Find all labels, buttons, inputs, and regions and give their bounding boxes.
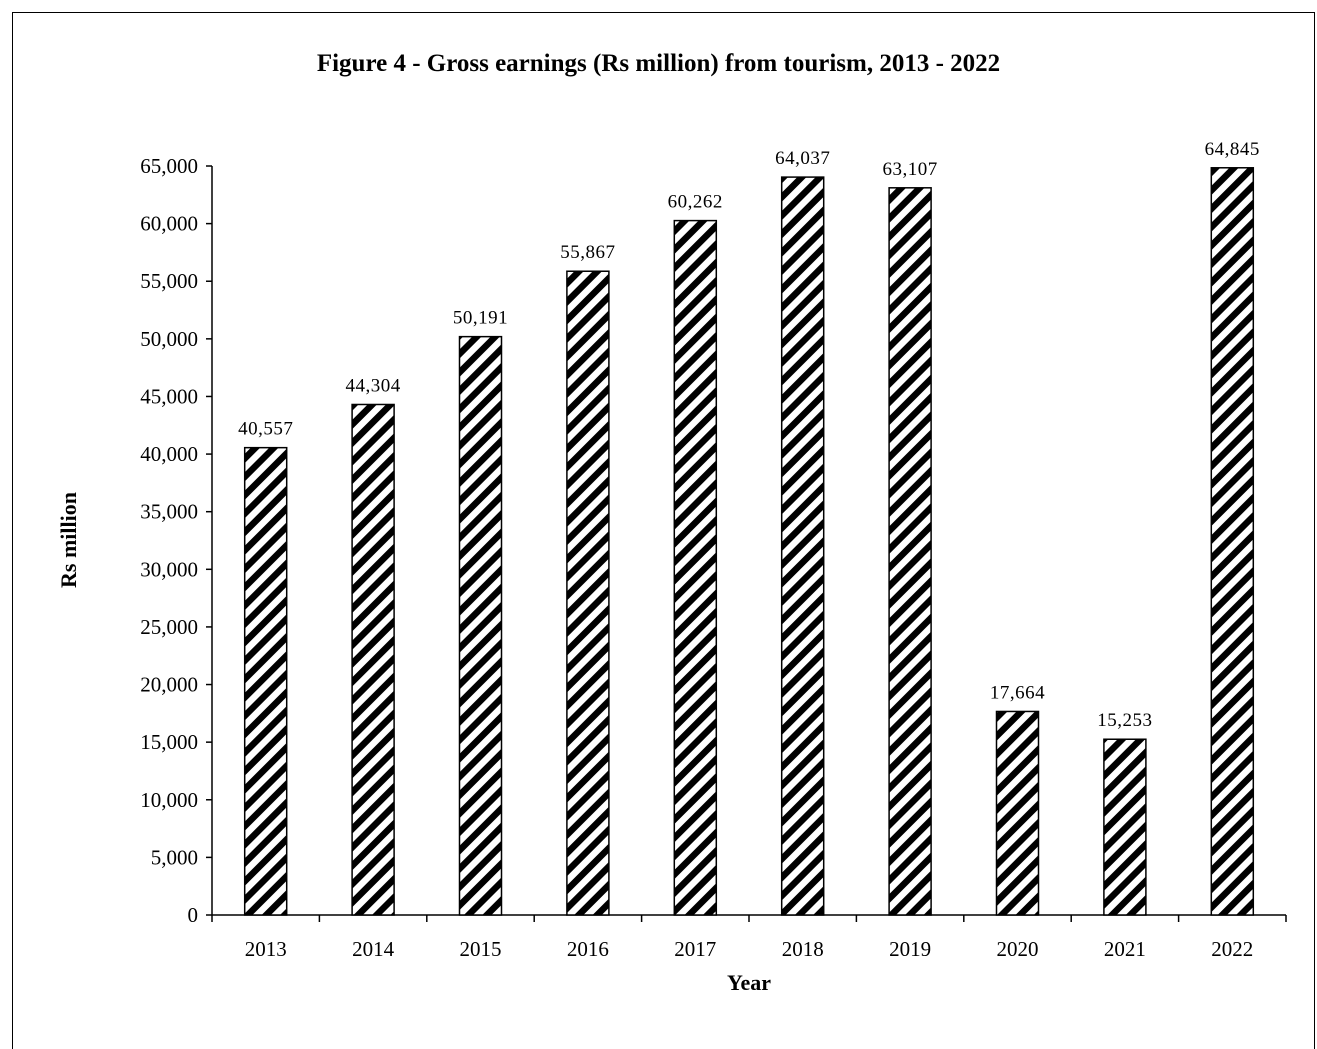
data-label-2013: 40,557 <box>238 419 293 440</box>
bar-2013 <box>243 446 288 916</box>
x-tick-label: 2019 <box>889 937 931 961</box>
x-tick-label: 2021 <box>1104 937 1146 961</box>
data-label-2016: 55,867 <box>560 242 615 263</box>
bar-2017 <box>673 219 718 916</box>
x-tick-label: 2022 <box>1211 937 1253 961</box>
data-label-2022: 64,845 <box>1205 139 1260 160</box>
data-labels: 40,557 44,304 50,191 55,867 60,262 64,037 63,1… <box>238 139 1260 731</box>
x-tick-label: 2017 <box>674 937 716 961</box>
bar-2021 <box>1103 738 1147 916</box>
data-label-2020: 17,664 <box>990 682 1045 703</box>
y-tick-label: 55,000 <box>140 269 198 293</box>
bar-2014 <box>351 403 395 916</box>
x-tick-label: 2018 <box>782 937 824 961</box>
y-tick-label: 10,000 <box>140 788 198 812</box>
y-tick-label: 40,000 <box>140 442 198 466</box>
y-axis: 0 5,000 10,000 15,000 20,000 25,000 30,000 35,0… <box>140 154 213 927</box>
y-tick-label: 0 <box>188 903 199 927</box>
y-tick-label: 20,000 <box>140 673 198 697</box>
y-tick-label: 15,000 <box>140 730 198 754</box>
x-axis: 2013 2014 2015 2016 2017 2018 2019 2020 2021 2022 <box>211 914 1287 961</box>
chart-title: Figure 4 - Gross earnings (Rs million) f… <box>316 50 1001 77</box>
y-tick-label: 50,000 <box>140 327 198 351</box>
data-label-2021: 15,253 <box>1097 710 1152 731</box>
bars <box>243 167 1255 916</box>
y-tick-label: 65,000 <box>140 154 198 178</box>
y-tick-label: 5,000 <box>151 845 198 869</box>
y-tick-label: 45,000 <box>140 384 198 408</box>
bar-2015 <box>458 335 503 916</box>
y-tick-label: 35,000 <box>140 500 198 524</box>
x-tick-label: 2016 <box>567 937 609 961</box>
bar-2022 <box>1210 167 1255 916</box>
x-tick-label: 2013 <box>245 937 287 961</box>
x-axis-title: Year <box>727 970 771 995</box>
y-tick-label: 25,000 <box>140 615 198 639</box>
chart-frame <box>12 12 1315 1049</box>
bar-2016 <box>566 270 610 916</box>
data-label-2014: 44,304 <box>345 375 400 396</box>
bar-2020 <box>995 710 1040 916</box>
y-tick-label: 30,000 <box>140 557 198 581</box>
x-tick-label: 2014 <box>352 937 395 961</box>
y-tick-label: 60,000 <box>140 212 198 236</box>
data-label-2015: 50,191 <box>453 308 508 329</box>
data-label-2018: 64,037 <box>775 148 830 169</box>
bar-2018 <box>780 176 825 916</box>
data-label-2019: 63,107 <box>882 159 937 180</box>
x-tick-label: 2015 <box>460 937 502 961</box>
x-tick-label: 2020 <box>997 937 1039 961</box>
data-label-2017: 60,262 <box>668 192 723 213</box>
y-axis-title: Rs million <box>56 492 81 588</box>
bar-2019 <box>888 187 932 916</box>
